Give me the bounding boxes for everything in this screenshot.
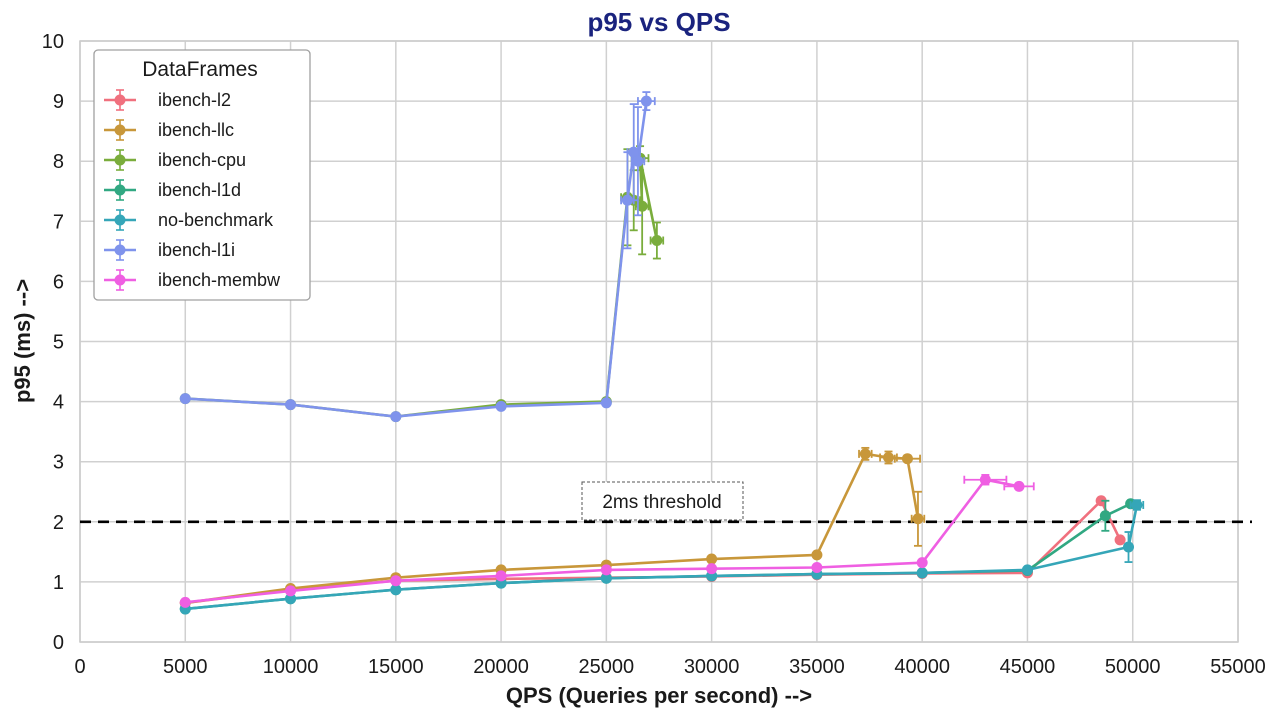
legend-item-ibench-l2: ibench-l2 (104, 89, 231, 111)
y-tick-label: 4 (53, 392, 64, 414)
data-point (600, 572, 612, 584)
x-axis-title: QPS (Queries per second) --> (506, 683, 812, 708)
data-point (916, 557, 928, 569)
data-point (179, 596, 191, 608)
data-point (179, 393, 191, 405)
legend-title: DataFrames (142, 58, 258, 81)
x-tick-label: 45000 (1000, 656, 1056, 678)
x-tick-label: 30000 (684, 656, 740, 678)
data-point (979, 474, 991, 486)
data-point (390, 411, 402, 423)
legend-label: ibench-membw (158, 270, 281, 290)
data-point (600, 397, 612, 409)
legend: DataFrames ibench-l2 ibench-llc ibench-cpu… (93, 49, 311, 301)
data-point (1013, 480, 1025, 492)
x-tick-label: 15000 (368, 656, 424, 678)
data-point (621, 194, 633, 206)
y-tick-label: 1 (53, 572, 64, 594)
x-tick-label: 55000 (1210, 656, 1266, 678)
legend-label: ibench-llc (158, 120, 234, 140)
legend-swatch-marker (114, 154, 126, 166)
data-point (390, 584, 402, 596)
legend-swatch-marker (114, 184, 126, 196)
data-point (285, 585, 297, 597)
y-tick-label: 8 (53, 151, 64, 173)
legend-item-ibench-membw: ibench-membw (104, 269, 281, 291)
x-tick-label: 5000 (163, 656, 208, 678)
data-point (390, 575, 402, 587)
data-point (495, 400, 507, 412)
data-point (1021, 564, 1033, 576)
data-point (1099, 510, 1111, 522)
data-point (859, 448, 871, 460)
data-point (285, 593, 297, 605)
legend-item-ibench-l1i: ibench-l1i (104, 239, 235, 261)
series-ibench-membw (179, 474, 1035, 608)
legend-item-ibench-cpu: ibench-cpu (104, 149, 246, 171)
data-point (1131, 499, 1143, 511)
legend-swatch-marker (114, 274, 126, 286)
y-tick-label: 9 (53, 91, 64, 113)
data-point (882, 451, 894, 463)
x-tick-label: 0 (74, 656, 85, 678)
series-ibench-l1i (179, 91, 656, 423)
y-tick-label: 6 (53, 271, 64, 293)
legend-swatch-marker (114, 124, 126, 136)
data-point (628, 146, 640, 158)
legend-swatch-marker (114, 214, 126, 226)
threshold-label-box (581, 481, 744, 521)
data-point (640, 95, 652, 107)
legend-label: ibench-l1d (158, 180, 241, 200)
x-tick-label: 25000 (579, 656, 635, 678)
threshold-label: 2ms threshold (602, 492, 721, 513)
tick-labels: 0 5000 10000 15000 20000 25000 30000 35000 40000… (42, 31, 1266, 678)
data-point (632, 155, 644, 167)
plot-frame (79, 40, 1239, 643)
y-tick-label: 2 (53, 512, 64, 534)
data-point (706, 563, 718, 575)
x-tick-label: 10000 (263, 656, 319, 678)
series-line (185, 478, 1020, 604)
data-point (285, 399, 297, 411)
chart-title: p95 vs QPS (587, 7, 730, 37)
legend-label: ibench-cpu (158, 150, 246, 170)
y-tick-label: 7 (53, 211, 64, 233)
y-axis-title: p95 (ms) --> (10, 279, 35, 403)
legend-item-ibench-l1d: ibench-l1d (104, 179, 241, 201)
data-point (916, 567, 928, 579)
data-point (811, 549, 823, 561)
legend-swatch-marker (114, 244, 126, 256)
series-layer (179, 91, 1145, 615)
data-point (495, 570, 507, 582)
data-point (1095, 495, 1107, 507)
data-point (912, 513, 924, 525)
legend-box (93, 49, 311, 301)
legend-label: no-benchmark (158, 210, 274, 230)
legend-label: ibench-l2 (158, 90, 231, 110)
data-point (651, 235, 663, 247)
legend-item-no-benchmark: no-benchmark (104, 209, 274, 231)
legend-items: ibench-l2 ibench-llc ibench-cpu ibench-l1d n… (104, 89, 281, 291)
x-tick-label: 35000 (789, 656, 845, 678)
data-point (901, 453, 913, 465)
legend-swatch-marker (114, 94, 126, 106)
data-point (600, 564, 612, 576)
data-point (1123, 541, 1135, 553)
legend-label: ibench-l1i (158, 240, 235, 260)
data-point (1114, 534, 1126, 546)
legend-item-ibench-llc: ibench-llc (104, 119, 234, 141)
y-tick-label: 3 (53, 452, 64, 474)
x-tick-label: 40000 (894, 656, 950, 678)
data-point (636, 200, 648, 212)
data-point (811, 561, 823, 573)
y-tick-label: 10 (42, 31, 64, 53)
y-tick-label: 0 (53, 632, 64, 654)
data-point (706, 553, 718, 565)
x-tick-label: 20000 (473, 656, 529, 678)
y-tick-label: 5 (53, 332, 64, 354)
x-tick-label: 50000 (1105, 656, 1161, 678)
threshold-annotation: 2ms threshold (80, 481, 1252, 524)
